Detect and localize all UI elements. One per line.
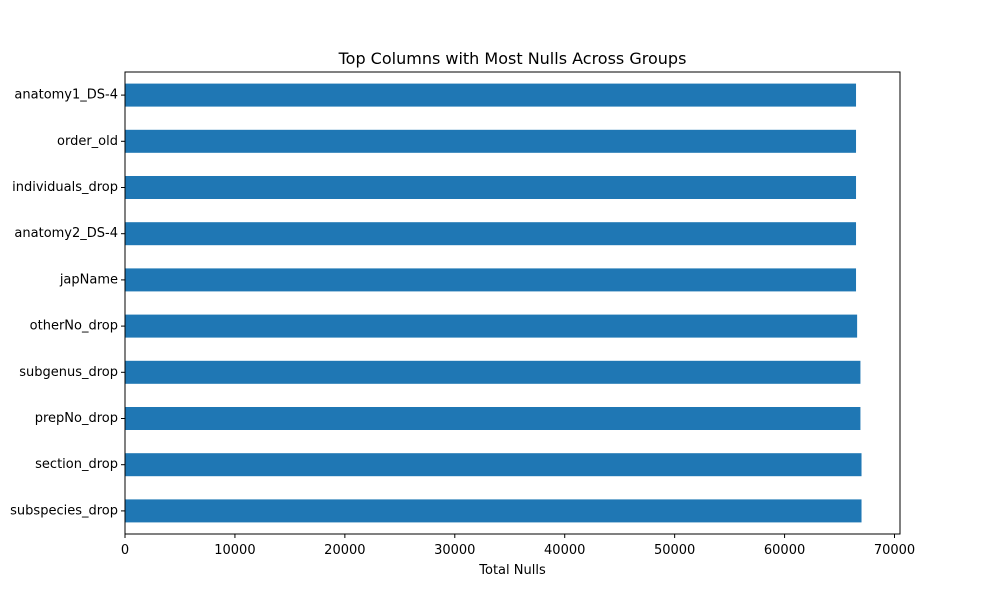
y-tick-label-6: subgenus_drop [19,365,118,380]
bar-9 [125,499,862,523]
chart-title: Top Columns with Most Nulls Across Group… [338,49,687,68]
x-tick-label-5: 50000 [654,543,695,558]
bar-0 [125,83,857,107]
y-axis: anatomy1_DS-4 order_old individuals_dropan… [10,88,125,518]
y-tick-label-2: individuals_drop [12,180,118,195]
bar-6 [125,360,861,384]
bar-7 [125,407,861,430]
y-tick-label-7: prepNo_drop [35,411,118,426]
x-tick-label-6: 60000 [764,543,805,558]
bar-1 [125,129,857,153]
y-tick-label-3: anatomy2_DS-4 [14,226,118,241]
y-tick-label-9: subspecies_drop [10,503,118,518]
y-tick-label-1: order_old [57,134,118,149]
x-tick-label-7: 70000 [874,543,915,558]
x-axis: 0 10000 20000 30000 40000 50000 60000 70000 [121,534,915,558]
bar-8 [125,453,862,477]
plot-frame [124,71,901,535]
bar-2 [125,176,857,199]
y-tick-label-0: anatomy1_DS-4 [14,88,118,103]
bar-5 [125,314,858,338]
x-axis-label: Total Nulls [478,563,546,578]
plot-area [124,71,901,535]
x-tick-label-1: 10000 [214,543,255,558]
bars-group [125,83,862,523]
x-tick-label-3: 30000 [434,543,475,558]
bar-3 [125,222,857,246]
x-tick-label-4: 40000 [544,543,585,558]
x-tick-label-2: 20000 [324,543,365,558]
y-tick-label-5: otherNo_drop [30,319,118,334]
x-tick-label-0: 0 [121,543,129,558]
y-tick-label-8: section_drop [35,457,118,472]
bar-4 [125,268,857,292]
y-tick-label-4: japName [59,272,118,287]
